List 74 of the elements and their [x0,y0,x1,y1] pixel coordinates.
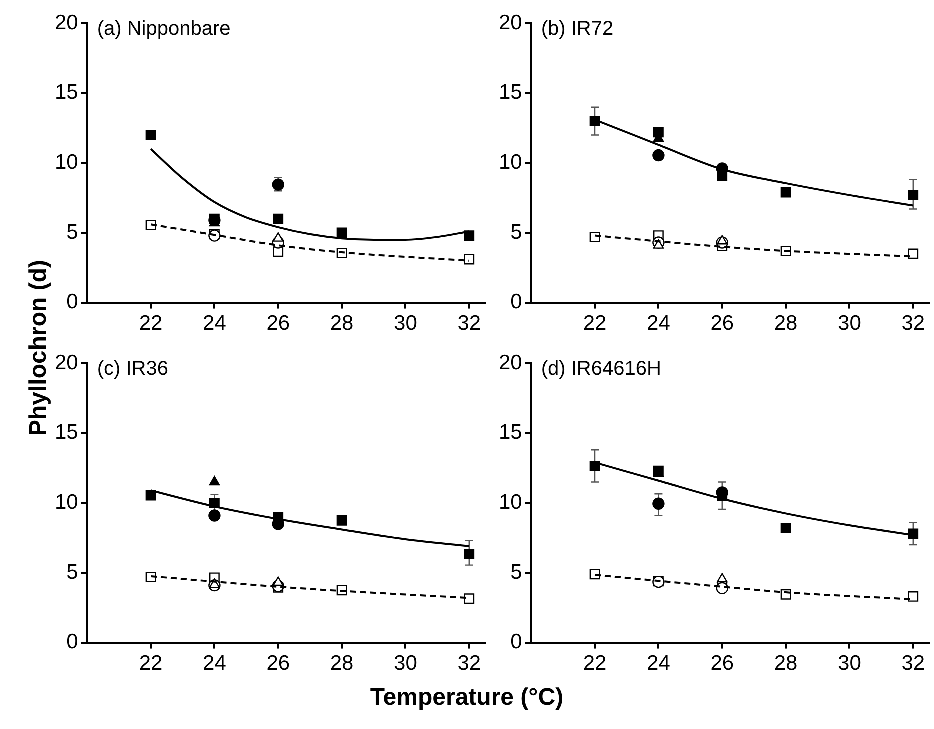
x-tick-label: 32 [458,652,482,676]
point [717,573,728,583]
x-tick-label: 32 [458,312,482,336]
point [273,214,284,224]
point [210,214,220,224]
x-tick-label: 32 [902,312,926,336]
point [464,594,475,604]
x-tick-label: 30 [394,312,418,336]
x-tick-label: 22 [583,312,607,336]
x-tick-label: 24 [203,652,227,676]
y-tick-label: 20 [499,11,522,34]
point [464,254,475,265]
x-tick-label: 30 [838,312,862,336]
point [780,523,792,534]
point [653,239,664,249]
y-tick-label: 10 [499,150,522,174]
x-tick-label: 28 [330,312,354,336]
point [209,476,220,486]
x-tick-label: 24 [647,652,671,676]
y-tick-label: 0 [510,630,522,654]
y-tick-label: 15 [55,421,78,444]
x-tick-label: 22 [139,312,163,336]
chart-title: (b) IR72 [541,18,614,40]
chart-title: (c) IR36 [97,358,168,380]
y-tick-label: 10 [55,150,78,174]
y-tick-label: 0 [66,290,78,314]
y-tick-label: 0 [66,630,78,654]
y-tick-label: 0 [510,290,522,314]
point [780,187,792,198]
point [908,190,919,201]
point [652,498,665,510]
y-tick-label: 5 [510,220,522,244]
point [146,130,156,140]
point [908,248,919,260]
x-tick-label: 22 [583,652,607,676]
y-tick-label: 5 [510,560,522,584]
y-tick-label: 5 [66,220,78,244]
x-tick-label: 26 [710,312,734,336]
x-tick-label: 30 [394,652,418,676]
point [717,170,728,181]
y-tick-label: 10 [55,490,78,514]
x-tick-label: 30 [838,652,862,676]
x-tick-label: 28 [774,652,798,676]
x-tick-label: 32 [902,652,926,676]
y-tick-label: 20 [499,351,522,374]
point [717,235,728,245]
x-tick-label: 26 [710,652,734,676]
point [273,576,284,586]
y-tick-label: 10 [499,490,522,514]
x-tick-label: 26 [266,652,290,676]
chart-title: (d) IR64616H [541,358,662,380]
x-tick-label: 22 [139,652,163,676]
y-tick-label: 15 [499,81,522,104]
y-tick-label: 15 [499,421,522,444]
point [464,230,475,241]
y-tick-label: 20 [55,11,78,34]
y-tick-label: 5 [66,560,78,584]
x-tick-label: 26 [266,312,290,336]
chart-title: (a) Nipponbare [97,18,231,40]
x-tick-label: 28 [774,312,798,336]
point [336,515,348,526]
point [208,510,221,522]
x-axis-title: Temperature (°C) [369,684,565,712]
y-tick-label: 20 [55,351,78,374]
y-axis-title: Phyllochron (d) [25,260,53,436]
x-tick-label: 24 [203,312,227,336]
y-tick-label: 15 [55,81,78,104]
x-tick-label: 24 [647,312,671,336]
x-tick-label: 28 [330,652,354,676]
point [652,149,665,162]
point [464,548,475,560]
point [908,528,919,540]
point [908,592,919,602]
point [654,127,664,138]
